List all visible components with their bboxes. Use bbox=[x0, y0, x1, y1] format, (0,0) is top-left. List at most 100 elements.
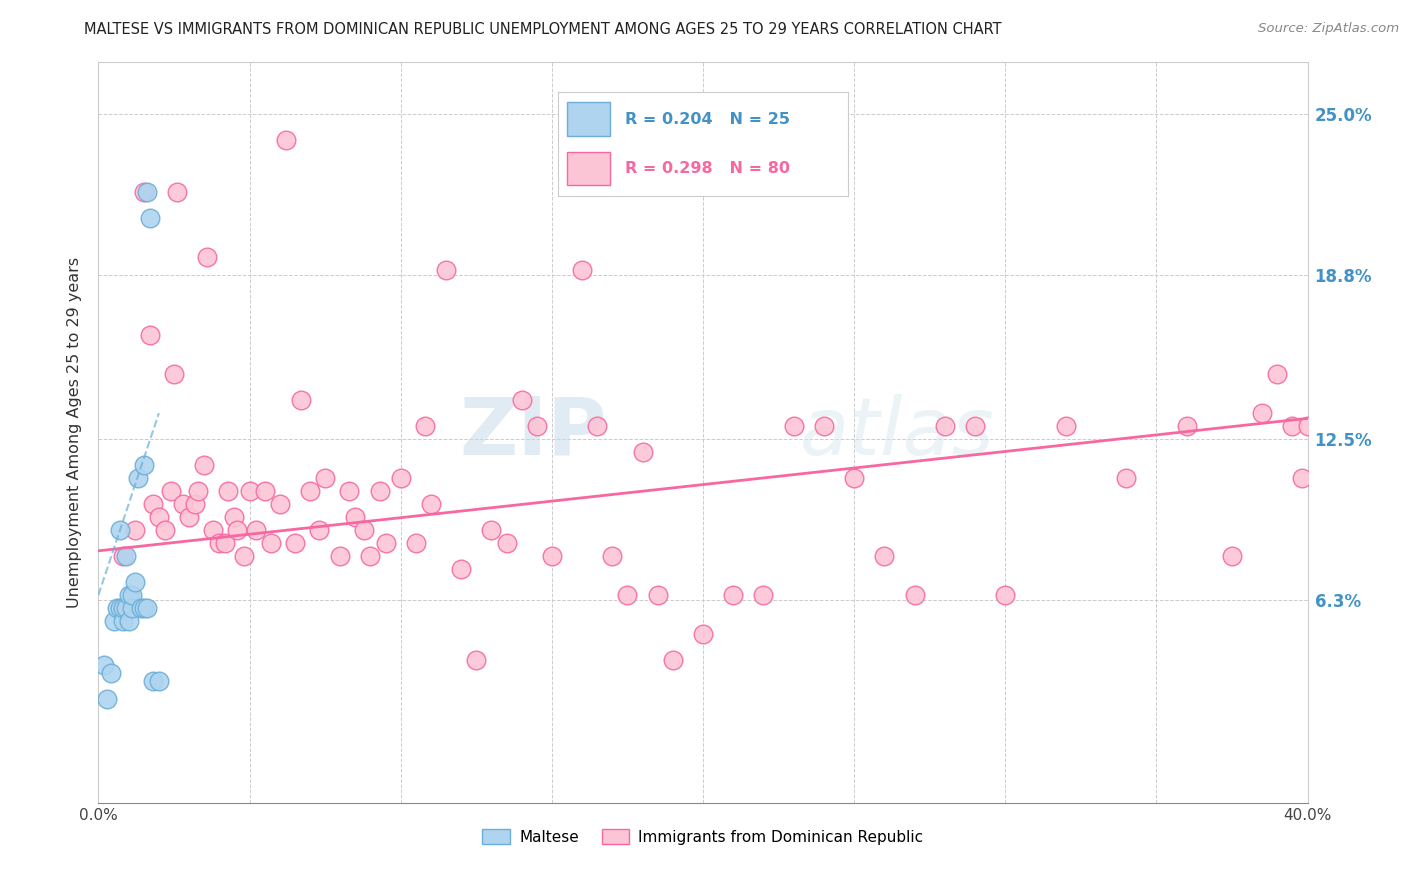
Point bbox=[114, 549, 136, 563]
Point bbox=[1054, 419, 1077, 434]
Point bbox=[571, 263, 593, 277]
Point bbox=[1220, 549, 1243, 563]
Point bbox=[723, 588, 745, 602]
Point bbox=[179, 510, 201, 524]
Point bbox=[142, 673, 165, 688]
Point bbox=[353, 523, 375, 537]
Point bbox=[1251, 406, 1274, 420]
Point bbox=[217, 484, 239, 499]
Point bbox=[148, 510, 170, 524]
Point bbox=[121, 588, 143, 602]
Point bbox=[214, 536, 236, 550]
Point bbox=[495, 536, 517, 550]
Point bbox=[374, 536, 396, 550]
Point bbox=[274, 133, 297, 147]
Point bbox=[105, 601, 128, 615]
Text: ZIP: ZIP bbox=[458, 393, 606, 472]
Point bbox=[360, 549, 382, 563]
Point bbox=[132, 458, 155, 472]
Point bbox=[108, 523, 131, 537]
Point bbox=[965, 419, 987, 434]
Point bbox=[540, 549, 562, 563]
Point bbox=[232, 549, 254, 563]
Point bbox=[100, 665, 122, 680]
Point bbox=[108, 601, 131, 615]
Point bbox=[260, 536, 283, 550]
Point bbox=[269, 497, 291, 511]
Point bbox=[124, 574, 146, 589]
Point bbox=[1175, 419, 1198, 434]
Point bbox=[692, 627, 714, 641]
Point bbox=[934, 419, 956, 434]
Point bbox=[124, 523, 146, 537]
Point bbox=[142, 497, 165, 511]
Point bbox=[208, 536, 231, 550]
Point bbox=[132, 186, 155, 200]
Point bbox=[586, 419, 609, 434]
Point bbox=[661, 653, 683, 667]
Point bbox=[783, 419, 806, 434]
Point bbox=[163, 367, 186, 381]
Point bbox=[226, 523, 249, 537]
Point bbox=[121, 601, 143, 615]
Point bbox=[329, 549, 352, 563]
Point bbox=[481, 523, 503, 537]
Point bbox=[132, 601, 155, 615]
Point bbox=[111, 614, 134, 628]
Point bbox=[413, 419, 436, 434]
Point bbox=[752, 588, 775, 602]
Point bbox=[139, 211, 162, 226]
Point bbox=[1296, 419, 1319, 434]
Point bbox=[193, 458, 215, 472]
Point bbox=[813, 419, 835, 434]
Point bbox=[135, 601, 157, 615]
Point bbox=[129, 601, 152, 615]
Point bbox=[420, 497, 443, 511]
Point bbox=[602, 549, 624, 563]
Point bbox=[96, 692, 118, 706]
Point bbox=[844, 471, 866, 485]
Point bbox=[344, 510, 367, 524]
Point bbox=[314, 471, 336, 485]
Point bbox=[526, 419, 548, 434]
Point bbox=[184, 497, 207, 511]
Point bbox=[195, 250, 218, 264]
Point bbox=[118, 614, 141, 628]
Point bbox=[148, 673, 170, 688]
Point bbox=[224, 510, 246, 524]
Point bbox=[245, 523, 267, 537]
Point bbox=[187, 484, 209, 499]
Point bbox=[284, 536, 307, 550]
Text: MALTESE VS IMMIGRANTS FROM DOMINICAN REPUBLIC UNEMPLOYMENT AMONG AGES 25 TO 29 Y: MALTESE VS IMMIGRANTS FROM DOMINICAN REP… bbox=[84, 22, 1002, 37]
Point bbox=[202, 523, 225, 537]
Point bbox=[1115, 471, 1137, 485]
Point bbox=[904, 588, 927, 602]
Point bbox=[127, 471, 149, 485]
Point bbox=[153, 523, 176, 537]
Point bbox=[647, 588, 669, 602]
Point bbox=[873, 549, 896, 563]
Text: Source: ZipAtlas.com: Source: ZipAtlas.com bbox=[1258, 22, 1399, 36]
Legend: Maltese, Immigrants from Dominican Republic: Maltese, Immigrants from Dominican Repub… bbox=[477, 822, 929, 851]
Point bbox=[103, 614, 125, 628]
Point bbox=[337, 484, 360, 499]
Text: atlas: atlas bbox=[800, 393, 994, 472]
Point bbox=[368, 484, 391, 499]
Point bbox=[616, 588, 638, 602]
Point bbox=[1267, 367, 1289, 381]
Point bbox=[166, 186, 188, 200]
Point bbox=[510, 393, 533, 408]
Point bbox=[308, 523, 330, 537]
Point bbox=[253, 484, 276, 499]
Point bbox=[111, 601, 134, 615]
Point bbox=[1291, 471, 1313, 485]
Point bbox=[93, 658, 115, 673]
Point bbox=[389, 471, 412, 485]
Point bbox=[239, 484, 262, 499]
Point bbox=[160, 484, 183, 499]
Point bbox=[118, 588, 141, 602]
Point bbox=[135, 186, 157, 200]
Point bbox=[1281, 419, 1303, 434]
Point bbox=[139, 328, 162, 343]
Point bbox=[290, 393, 312, 408]
